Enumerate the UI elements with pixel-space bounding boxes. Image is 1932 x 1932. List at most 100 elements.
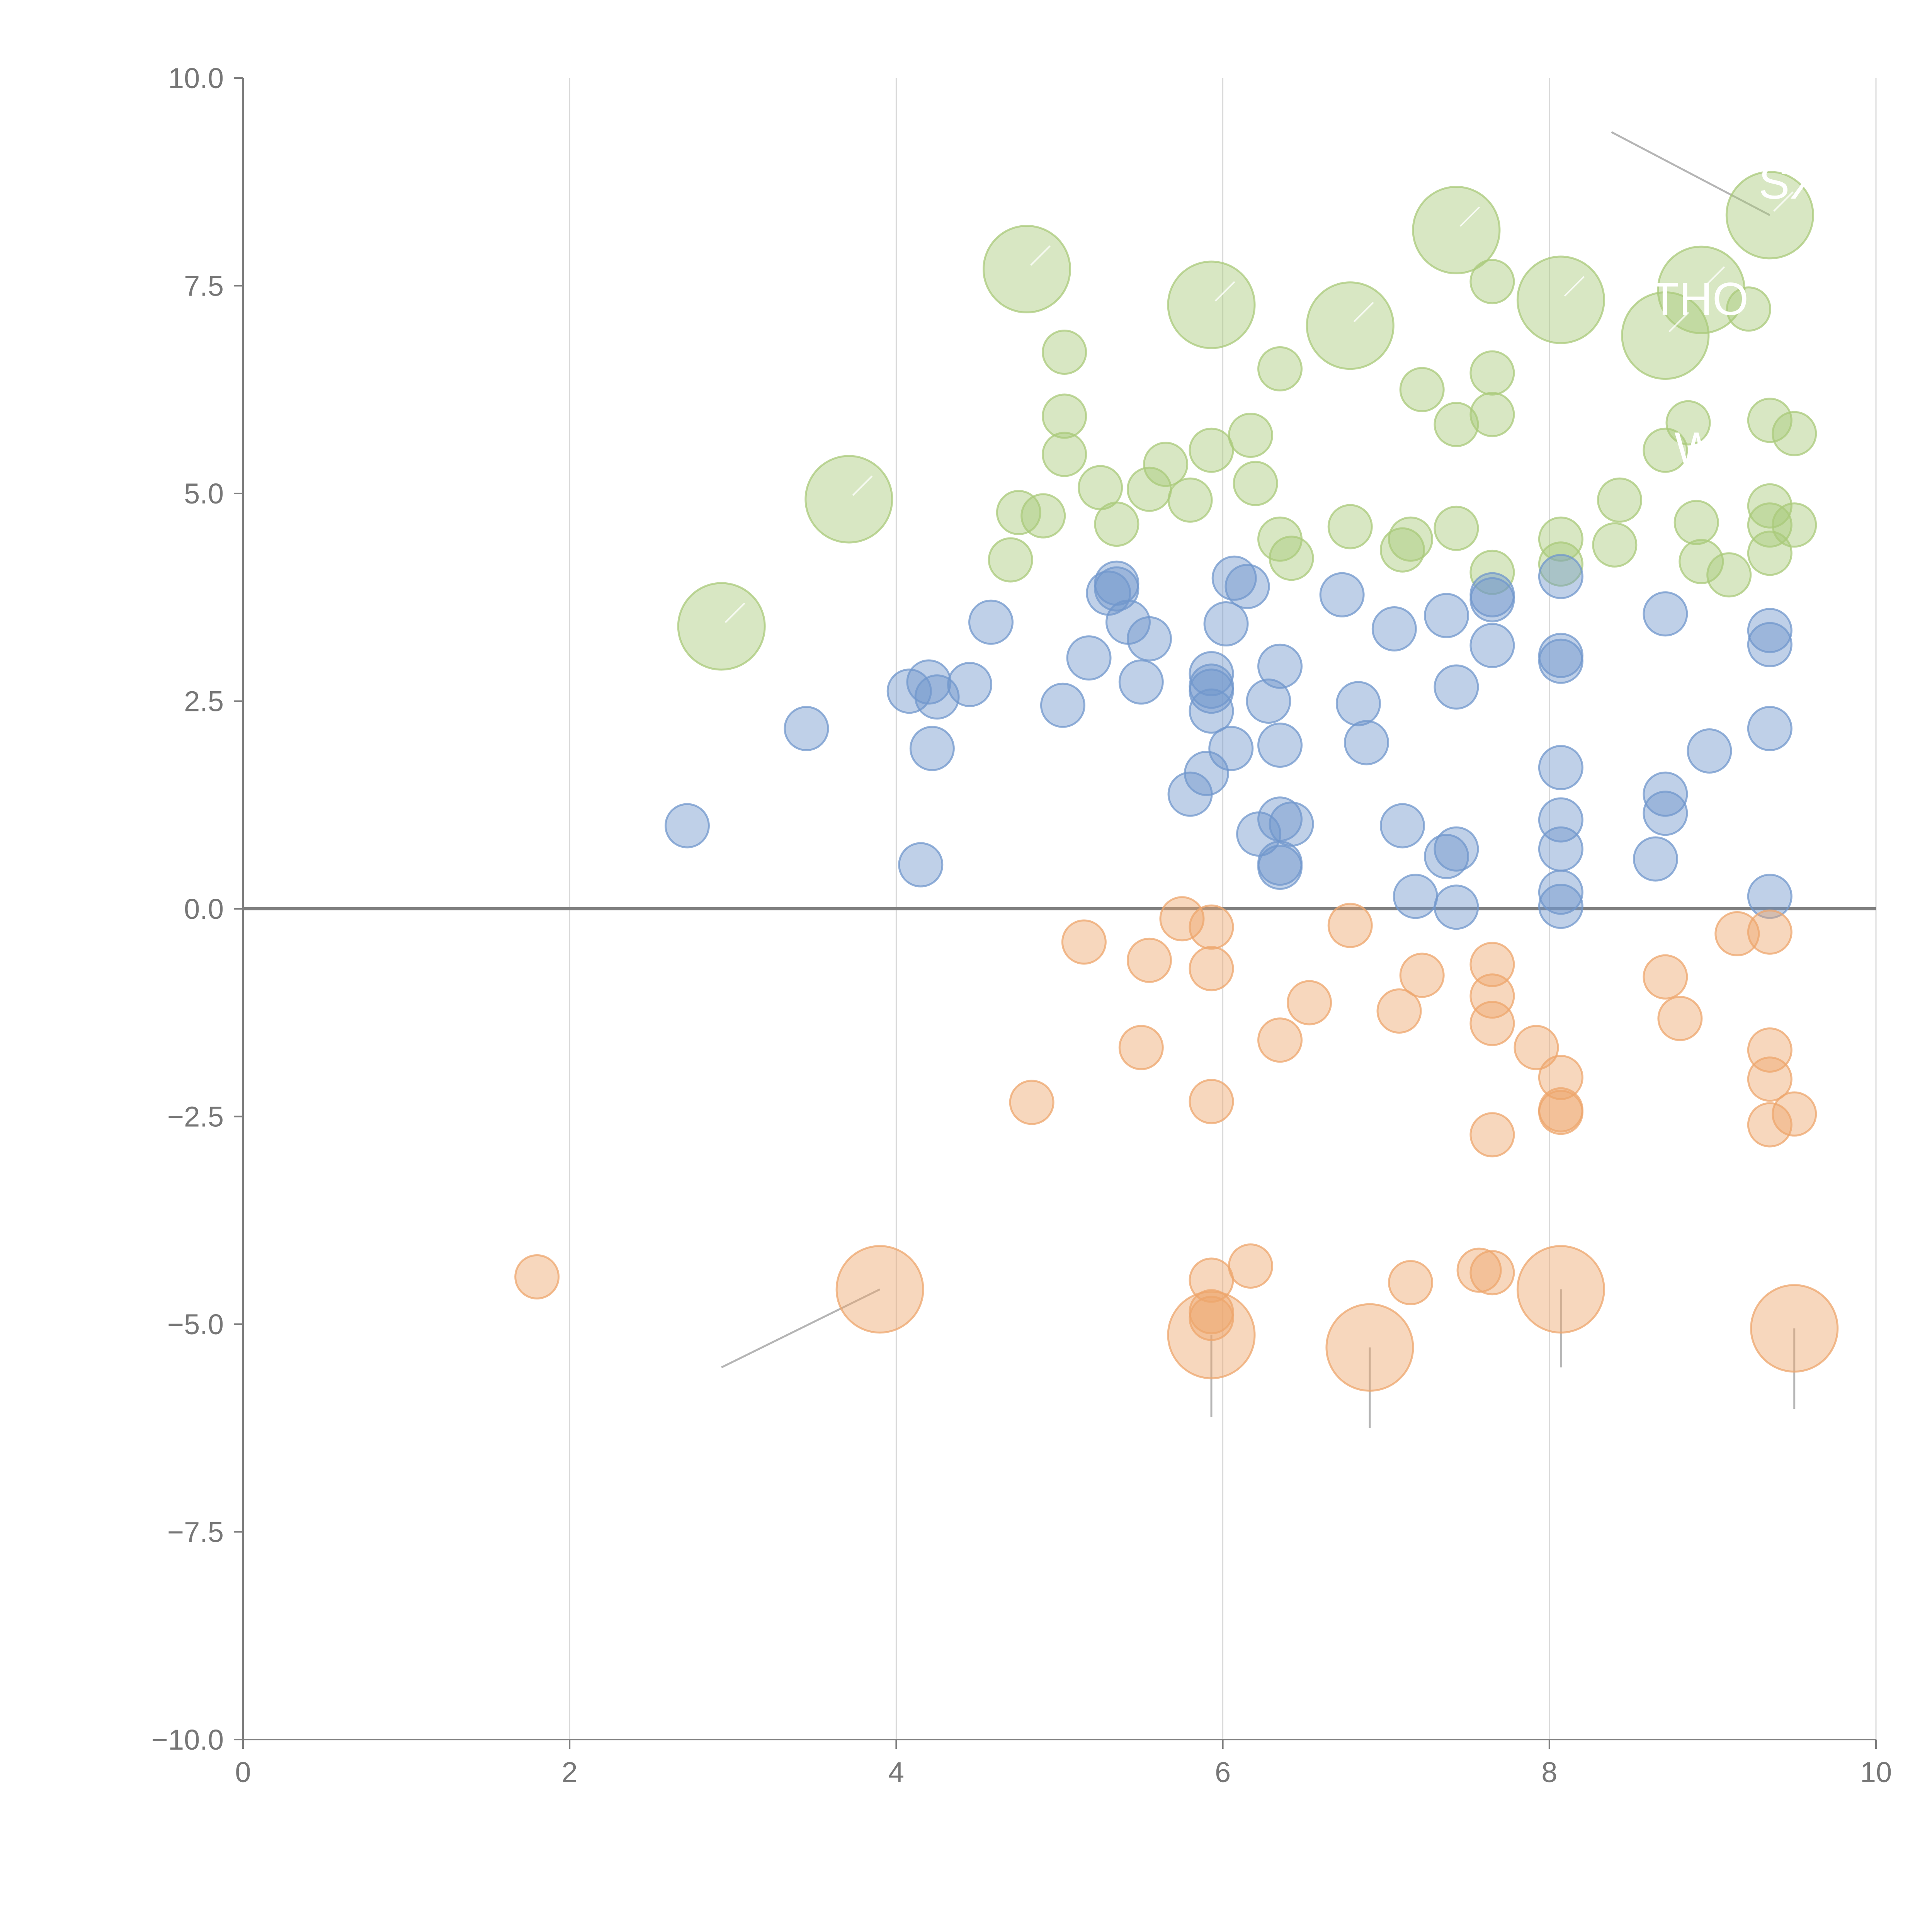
blue-bubble xyxy=(1747,874,1793,919)
orange-bubble xyxy=(1469,1001,1515,1046)
green-bubble xyxy=(1516,255,1605,344)
orange-bubble xyxy=(1327,903,1373,948)
green-bubble xyxy=(996,490,1041,535)
green-bubble xyxy=(1327,504,1373,549)
green-bubble xyxy=(982,225,1071,313)
green-bubble xyxy=(1257,346,1303,391)
green-bubble xyxy=(1042,330,1087,375)
orange-bubble xyxy=(1747,1056,1793,1102)
blue-bubble xyxy=(1747,608,1793,653)
inner-leader-line xyxy=(1030,245,1051,266)
orange-bubble xyxy=(1657,996,1703,1041)
blue-bubble xyxy=(1257,845,1303,890)
blue-bubble xyxy=(1469,577,1515,622)
blue-bubble xyxy=(1371,606,1417,651)
y-tick-label: −2.5 xyxy=(167,1101,224,1133)
inner-leader-line xyxy=(1564,276,1585,297)
orange-bubble xyxy=(1189,1296,1234,1341)
green-bubble xyxy=(1726,286,1771,332)
orange-bubble xyxy=(1388,1260,1434,1305)
bubble-label: THO xyxy=(1651,273,1748,325)
blue-bubble xyxy=(1040,682,1085,728)
orange-bubble xyxy=(1376,988,1422,1034)
leader-lines xyxy=(721,131,1796,1428)
green-bubble xyxy=(1388,516,1434,562)
green-bubble xyxy=(1233,461,1278,506)
orange-bubble xyxy=(1538,1090,1583,1135)
blue-bubble xyxy=(1269,801,1314,847)
blue-bubble xyxy=(1257,722,1303,768)
blue-bubble xyxy=(1424,593,1469,638)
orange-bubble xyxy=(1469,1250,1515,1296)
orange-bubble xyxy=(1189,1289,1234,1335)
blue-bubble xyxy=(1538,745,1583,790)
green-bubble xyxy=(1747,483,1793,529)
orange-bubble xyxy=(1126,937,1172,983)
blue-bubble xyxy=(1379,803,1425,849)
blue-bubble xyxy=(1203,601,1249,647)
blue-bubble xyxy=(1126,616,1172,662)
orange-bubble xyxy=(1456,1247,1502,1293)
green-bubble xyxy=(1538,516,1583,562)
blue-bubble xyxy=(1538,826,1583,872)
green-bubble xyxy=(1592,522,1638,568)
green-bubble xyxy=(1167,260,1256,349)
blue-bubble xyxy=(1225,564,1270,609)
blue-bubble xyxy=(1434,884,1479,930)
blue-bubble xyxy=(1643,771,1688,817)
y-tick-label: −7.5 xyxy=(167,1516,224,1548)
blue-bubble xyxy=(1246,679,1291,724)
orange-bubble xyxy=(835,1245,924,1334)
inner-leader-line xyxy=(1704,266,1725,287)
inner-leader-line xyxy=(1773,191,1794,212)
green-bubble xyxy=(1469,259,1515,304)
orange-bubble xyxy=(514,1254,560,1299)
blue-bubble xyxy=(1189,668,1234,714)
y-tick-label: 0.0 xyxy=(184,893,224,925)
green-bubble xyxy=(1643,427,1688,473)
orange-bubble xyxy=(1747,909,1793,955)
green-bubble xyxy=(1189,427,1234,473)
orange-bubble xyxy=(1061,919,1107,965)
green-bubble xyxy=(1094,502,1139,547)
blue-bubble xyxy=(1319,572,1365,617)
green-bubble xyxy=(1706,552,1752,598)
green-bubble xyxy=(1772,502,1817,548)
orange-bubble xyxy=(1538,1054,1583,1100)
green-bubble xyxy=(1167,477,1213,523)
y-tick-label: 5.0 xyxy=(184,478,224,510)
green-bubble xyxy=(1665,400,1711,446)
blue-bubble xyxy=(664,803,710,849)
blue-bubble xyxy=(1538,554,1583,599)
green-bubble xyxy=(1469,350,1515,396)
orange-bubble xyxy=(1009,1080,1054,1125)
blue-bubble xyxy=(898,842,944,888)
blue-bubble xyxy=(1469,622,1515,668)
blue-bubble xyxy=(1344,720,1389,765)
orange-bubble xyxy=(1287,980,1332,1026)
inner-leader-line xyxy=(1214,281,1235,302)
blue-bubble xyxy=(968,599,1014,645)
orange-bubble xyxy=(1772,1091,1817,1137)
y-tick-label: −10.0 xyxy=(151,1724,224,1756)
green-bubble xyxy=(988,537,1033,583)
green-bubble xyxy=(1143,442,1189,487)
green-bubble xyxy=(1673,500,1719,545)
orange-bubble xyxy=(1118,1025,1164,1070)
green-bubble xyxy=(1020,493,1066,539)
green-bubble xyxy=(677,582,766,671)
blue-bubble xyxy=(1335,681,1381,726)
blue-bubble xyxy=(1118,659,1164,705)
green-bubble xyxy=(1228,413,1273,458)
orange-bubble xyxy=(1325,1303,1414,1392)
green-bubble xyxy=(1747,502,1793,548)
green-bubble xyxy=(1538,541,1583,587)
y-tick-label: 7.5 xyxy=(184,270,224,302)
bubble-label: W xyxy=(1675,423,1718,474)
x-tick-label: 6 xyxy=(1215,1756,1231,1788)
green-bubble xyxy=(804,455,893,544)
inner-leader-line xyxy=(852,475,873,496)
blue-bubble xyxy=(1747,622,1793,667)
